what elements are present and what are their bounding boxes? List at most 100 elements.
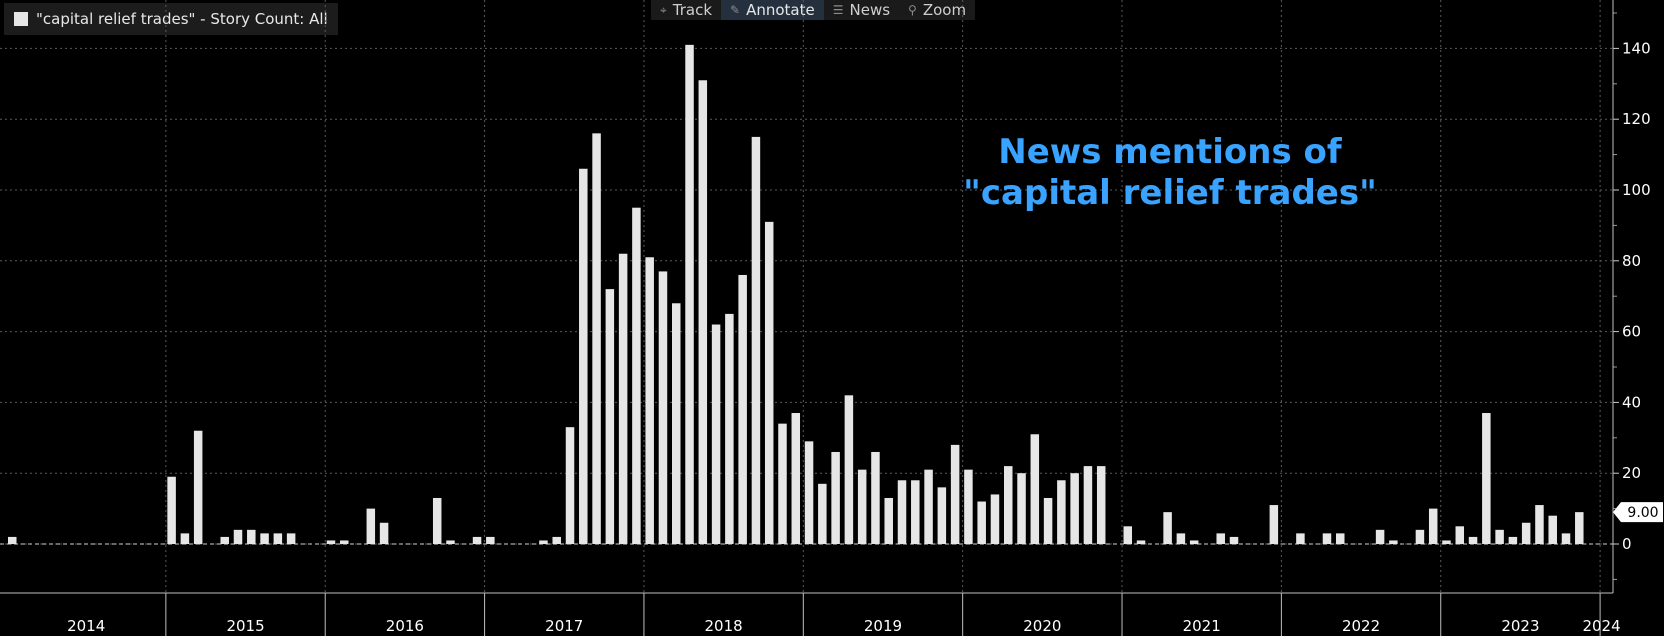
bar [911, 480, 920, 544]
x-tick-label: 2022 [1342, 617, 1380, 635]
bar [618, 253, 628, 544]
bar [486, 536, 495, 544]
y-tick-label: 140 [1622, 39, 1651, 57]
bar [1521, 522, 1531, 544]
bar [1548, 515, 1557, 544]
bar [685, 44, 694, 545]
bar [432, 497, 442, 544]
y-tick-label: 0 [1622, 535, 1632, 553]
zoom-button[interactable]: ⚲ Zoom [899, 0, 975, 20]
bar [1535, 505, 1544, 544]
bar [366, 508, 376, 544]
bar [1057, 480, 1066, 544]
y-tick-label: 120 [1622, 110, 1651, 128]
bar [672, 303, 681, 544]
bar [1336, 533, 1345, 544]
news-icon: ☰ [832, 3, 844, 17]
bar [579, 168, 588, 544]
bars [8, 44, 1584, 545]
bar [340, 540, 349, 544]
bar [897, 480, 907, 544]
bar [260, 533, 269, 544]
bar [1123, 526, 1133, 544]
bar [764, 221, 774, 545]
bar [1004, 466, 1013, 544]
track-button[interactable]: ⌖ Track [651, 0, 721, 20]
news-label: News [849, 1, 891, 19]
bar [592, 133, 601, 545]
x-tick-label: 2014 [67, 617, 105, 635]
bar [1229, 536, 1239, 544]
bar [844, 395, 854, 544]
bar [180, 533, 190, 544]
bar [539, 540, 548, 544]
bar [778, 423, 787, 544]
bar [1415, 529, 1425, 544]
bar [472, 536, 482, 544]
bar [167, 476, 176, 544]
y-tick-label: 100 [1622, 181, 1651, 199]
last-value-label: 9.00 [1627, 505, 1658, 521]
bar [8, 536, 17, 544]
legend-swatch [14, 12, 28, 26]
bar [1375, 529, 1385, 544]
bar [950, 444, 960, 544]
bar [326, 540, 336, 544]
bar [605, 289, 615, 544]
bar [1296, 533, 1305, 544]
bar [964, 469, 973, 544]
y-tick-label: 20 [1622, 464, 1641, 482]
bar [1136, 540, 1146, 544]
legend-label: "capital relief trades" - Story Count: A… [36, 10, 328, 28]
bar [1030, 434, 1040, 544]
bar [831, 451, 840, 544]
bar [1508, 536, 1518, 544]
chart-toolbar: ⌖ Track ✎ Annotate ☰ News ⚲ Zoom [651, 0, 976, 20]
x-tick-label: 2015 [226, 617, 264, 635]
crosshair-icon: ⌖ [660, 2, 667, 17]
bar [751, 136, 761, 544]
x-tick-label: 2021 [1183, 617, 1221, 635]
bar [1070, 473, 1079, 544]
news-button[interactable]: ☰ News [824, 0, 899, 20]
bar [233, 529, 243, 544]
bar [286, 533, 296, 544]
bar [1176, 533, 1186, 544]
bar [1495, 529, 1504, 544]
bar [1468, 536, 1478, 544]
x-tick-label: 2017 [545, 617, 583, 635]
pencil-icon: ✎ [730, 3, 741, 17]
last-value-marker: 9.00 [1613, 502, 1663, 523]
bar [738, 274, 747, 544]
bar [1163, 512, 1172, 544]
bar [990, 494, 1000, 544]
bar [818, 483, 827, 544]
bar [1017, 473, 1026, 544]
bar [791, 413, 801, 544]
chart-title-line-2: "capital relief trades" [963, 173, 1377, 213]
bar [1083, 466, 1093, 544]
bar [1389, 540, 1398, 544]
bar [1482, 413, 1491, 544]
x-tick-label: 2018 [705, 617, 743, 635]
x-tick-label: 2019 [864, 617, 902, 635]
bar [565, 427, 575, 544]
bar [1216, 533, 1225, 544]
bar [937, 487, 947, 544]
annotate-button[interactable]: ✎ Annotate [721, 0, 824, 20]
bar [446, 540, 455, 544]
legend: "capital relief trades" - Story Count: A… [4, 3, 338, 35]
bar [1269, 505, 1279, 544]
bar [273, 533, 283, 544]
bar [220, 536, 229, 544]
bar [1096, 466, 1106, 544]
bar [1189, 540, 1199, 544]
last-value-badge [1613, 502, 1663, 523]
bar [552, 536, 561, 544]
bar [924, 469, 933, 544]
zoom-label: Zoom [922, 1, 967, 19]
bar [698, 80, 708, 544]
bar [193, 430, 203, 544]
